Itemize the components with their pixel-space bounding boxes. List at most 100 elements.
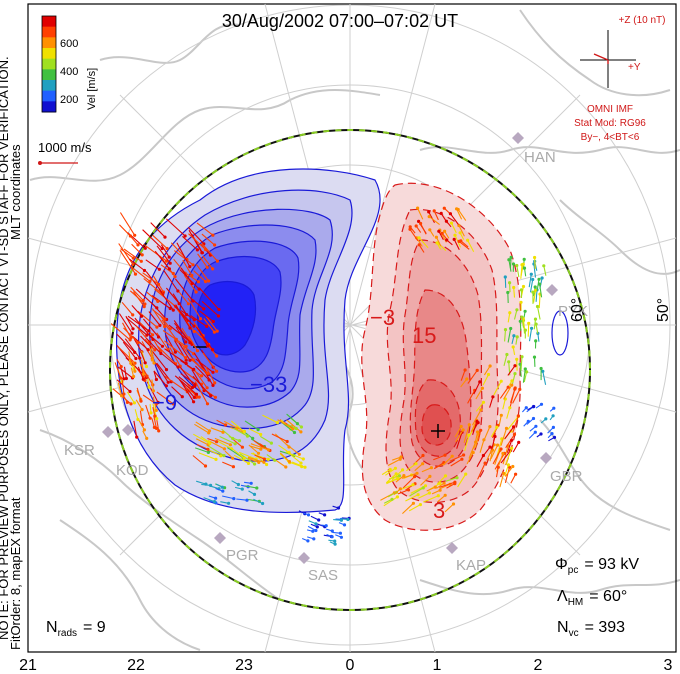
phi-sub: pc <box>568 565 579 576</box>
velocity-vector <box>438 231 444 241</box>
vector-origin <box>143 246 147 250</box>
vector-origin <box>194 290 198 294</box>
vector-origin <box>483 461 487 465</box>
vector-origin <box>259 432 263 437</box>
vector-origin <box>323 513 327 517</box>
station-label-gbr: GBR <box>550 468 583 485</box>
vector-origin <box>523 328 528 332</box>
vector-origin <box>486 372 491 377</box>
velocity-vector <box>198 452 217 460</box>
velocity-vector <box>181 327 193 344</box>
vector-origin <box>188 326 192 330</box>
velocity-vector <box>144 338 156 351</box>
velocity-vector <box>511 373 516 385</box>
velocity-vector <box>502 445 509 465</box>
velocity-vector <box>244 420 259 431</box>
vector-origin <box>511 262 516 266</box>
vector-origin <box>141 298 145 303</box>
vector-origin <box>520 355 524 359</box>
velocity-vector <box>512 415 519 433</box>
velocity-vector <box>149 348 153 361</box>
velocity-vector <box>477 430 482 442</box>
velocity-vector <box>119 212 136 236</box>
vector-origin <box>184 358 188 362</box>
vector-origin <box>119 376 123 380</box>
plot-frame <box>27 3 677 653</box>
vector-origin <box>151 333 155 337</box>
colorbar-tick-600: 600 <box>60 38 78 50</box>
velocity-vector <box>207 437 217 443</box>
vector-origin <box>531 277 535 282</box>
velocity-vector <box>406 463 417 472</box>
velocity-vector <box>503 354 508 367</box>
vector-origin <box>452 237 456 241</box>
velocity-vector <box>118 243 134 265</box>
vector-origin <box>291 427 295 431</box>
vector-origin <box>314 528 318 533</box>
velocity-vector <box>180 380 195 403</box>
vector-origin <box>550 432 554 436</box>
colorbar-segment <box>42 16 56 28</box>
velocity-vector <box>386 477 399 485</box>
note-line-fitorder: FitOrder: 8, mapEX format <box>8 497 23 650</box>
vector-origin <box>459 424 463 429</box>
vector-origin <box>157 429 161 433</box>
vector-origin <box>266 448 270 452</box>
vector-origin <box>539 366 543 371</box>
vector-origin <box>287 460 292 464</box>
vector-origin <box>418 503 422 507</box>
vector-origin <box>192 352 196 356</box>
velocity-vector <box>207 440 225 450</box>
vector-origin <box>519 288 524 292</box>
vector-origin <box>444 219 448 223</box>
velocity-vector <box>162 330 187 347</box>
vector-origin <box>167 255 171 259</box>
velocity-vector <box>286 413 298 425</box>
velocity-vector <box>214 437 231 446</box>
velocity-vector <box>171 386 183 398</box>
vector-origin <box>153 414 157 418</box>
vector-origin <box>414 462 418 466</box>
vector-origin <box>192 395 196 399</box>
vector-origin <box>130 331 134 335</box>
vector-origin <box>284 465 288 469</box>
lat-label-60: 60° <box>569 298 586 322</box>
vector-origin <box>228 443 232 447</box>
velocity-vector <box>250 443 269 451</box>
velocity-vector <box>467 239 475 253</box>
velocity-vector <box>148 334 163 347</box>
velocity-vector <box>203 497 215 503</box>
vector-origin <box>455 207 459 211</box>
vector-origin <box>259 447 263 451</box>
vector-origin <box>120 394 124 398</box>
vector-origin <box>132 374 136 379</box>
vector-origin <box>524 406 528 410</box>
velocity-vector <box>510 473 517 484</box>
vector-origin <box>428 474 432 478</box>
velocity-vector <box>120 368 125 379</box>
velocity-vector <box>123 366 127 379</box>
vector-origin <box>261 501 265 506</box>
velocity-vector <box>176 242 191 267</box>
vector-origin <box>388 467 392 472</box>
velocity-vector <box>507 416 519 430</box>
station-label-han: HAN <box>524 149 556 166</box>
vector-origin <box>493 434 497 439</box>
velocity-vector <box>535 289 538 302</box>
velocity-vector <box>123 248 142 262</box>
imf-y-label: +Y <box>628 62 641 73</box>
vector-origin <box>211 319 215 324</box>
vector-origin <box>458 231 462 235</box>
vector-origin <box>551 425 556 429</box>
vector-origin <box>165 246 169 251</box>
velocity-vector <box>175 304 191 329</box>
vector-origin <box>476 421 480 425</box>
scale-label: 1000 m/s <box>38 140 92 155</box>
phi-symbol: Φ <box>555 556 568 573</box>
vector-origin <box>417 236 421 240</box>
velocity-vector <box>180 359 195 370</box>
velocity-vector <box>183 274 197 293</box>
vector-origin <box>224 423 228 427</box>
vector-origin <box>158 323 162 327</box>
vector-origin <box>311 529 315 533</box>
